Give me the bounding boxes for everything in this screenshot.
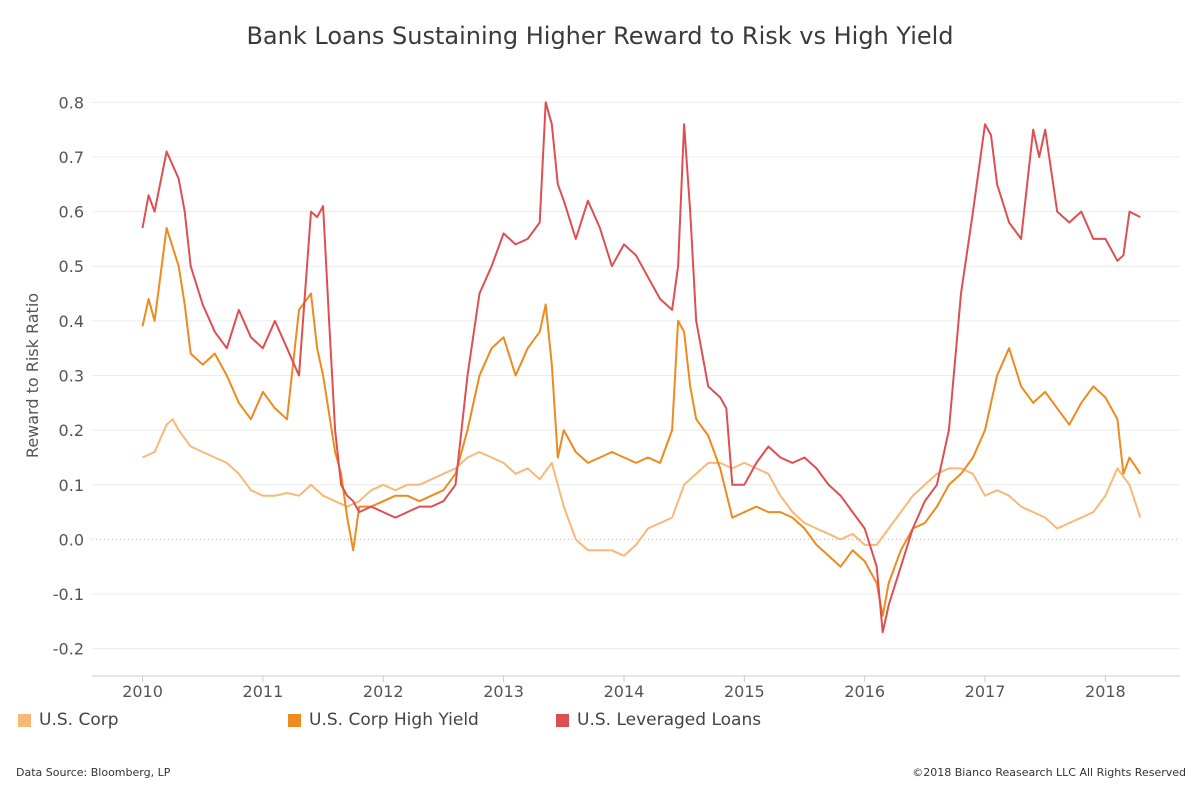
y-tick-label: 0.2 [59,421,84,440]
x-tick-label: 2017 [965,682,1006,701]
x-tick-label: 2010 [122,682,163,701]
x-tick-label: 2018 [1085,682,1126,701]
y-tick-label: 0.0 [59,530,84,549]
series-line-u-s-corp-high-yield [141,227,1142,617]
y-tick-label: 0.4 [59,312,84,331]
legend-item-us-corp-high-yield: U.S. Corp High Yield [288,710,479,730]
copyright-note: ©2018 Bianco Reasearch LLC All Rights Re… [912,766,1186,779]
y-tick-label: 0.8 [59,93,84,112]
x-tick-label: 2013 [483,682,524,701]
y-tick-label: 0.1 [59,476,84,495]
legend-swatch-us-corp [18,713,31,727]
y-tick-label: 0.3 [59,367,84,386]
y-tick-label: 0.5 [59,257,84,276]
y-tick-label: 0.7 [59,148,84,167]
x-tick-label: 2012 [363,682,404,701]
legend-item-us-leveraged-loans: U.S. Leveraged Loans [556,710,761,730]
legend-item-us-corp: U.S. Corp [18,710,119,730]
data-source-note: Data Source: Bloomberg, LP [16,766,171,779]
legend-label-us-corp-high-yield: U.S. Corp High Yield [309,710,479,730]
x-tick-label: 2011 [243,682,284,701]
legend: U.S. Corp U.S. Corp High Yield U.S. Leve… [0,710,1200,740]
x-tick-label: 2014 [604,682,645,701]
legend-swatch-us-leveraged-loans [556,713,569,727]
y-tick-label: -0.1 [53,585,84,604]
y-axis-label: Reward to Risk Ratio [23,293,42,458]
series-line-u-s-corp [142,418,1142,557]
legend-label-us-corp: U.S. Corp [39,710,119,730]
y-tick-label: 0.6 [59,203,84,222]
legend-swatch-us-corp-high-yield [288,713,301,727]
x-tick-label: 2015 [724,682,765,701]
chart-title: Bank Loans Sustaining Higher Reward to R… [246,22,954,50]
legend-label-us-leveraged-loans: U.S. Leveraged Loans [577,710,762,730]
y-tick-label: -0.2 [53,640,84,659]
x-tick-label: 2016 [844,682,885,701]
series-line-u-s-leveraged-loans [141,101,1141,634]
